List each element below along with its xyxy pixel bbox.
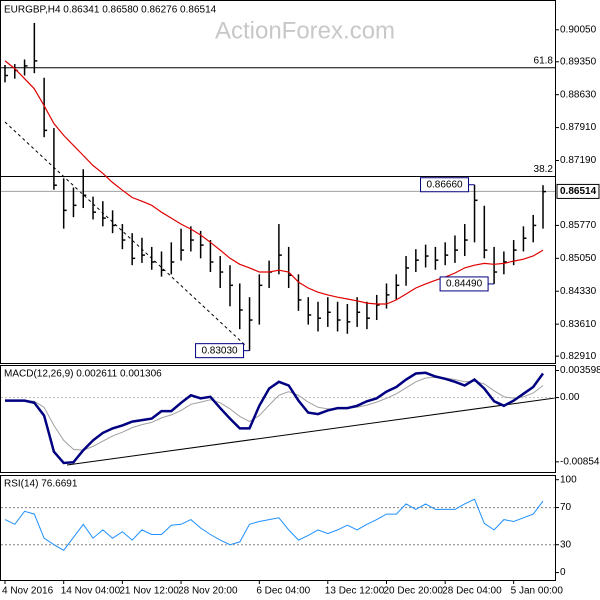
y-tick-label: 100 [560, 474, 577, 485]
y-tick-label: 0.003598 [560, 365, 600, 376]
annotation-box [195, 343, 245, 359]
y-tick-label: 0.85770 [560, 220, 597, 231]
macd-trend-line [66, 397, 556, 466]
annotation-box [439, 276, 489, 292]
x-tick-label: 28 Nov 20:00 [178, 586, 238, 597]
main-panel-frame [0, 0, 556, 364]
y-tick-label: 0.82910 [560, 351, 597, 362]
y-tick-label: 0.87910 [560, 122, 597, 133]
y-tick-label: 0.90050 [560, 24, 597, 35]
y-tick-label: 0.87190 [560, 155, 597, 166]
annotation-label: 0.83030 [201, 345, 238, 356]
fib-level-label: 38.2 [534, 164, 554, 175]
rsi-title: RSI(14) 76.6691 [4, 479, 78, 490]
y-tick-label: 30 [560, 539, 572, 550]
x-tick-label: 21 Nov 12:00 [119, 586, 179, 597]
y-tick-label: 0.00 [560, 392, 580, 403]
annotation-box [420, 177, 470, 193]
y-tick-label: 0.85050 [560, 253, 597, 264]
x-tick-label: 5 Jan 00:00 [511, 586, 564, 597]
rsi-panel-frame [0, 475, 556, 581]
trend-line [4, 121, 246, 346]
y-tick-label: 70 [560, 502, 572, 513]
annotation-label: 0.84490 [446, 279, 483, 290]
y-tick-label: 0.88630 [560, 89, 597, 100]
y-tick-label: 0.84330 [560, 286, 597, 297]
y-tick-label: -0.008548 [560, 456, 600, 467]
x-tick-label: 4 Nov 2016 [2, 586, 54, 597]
macd-title: MACD(12,26,9) 0.002611 0.001306 [4, 369, 162, 380]
fib-level-label: 61.8 [534, 55, 554, 66]
x-tick-label: 6 Dec 04:00 [256, 586, 310, 597]
signal-line [4, 376, 544, 451]
watermark: ActionForex.com [215, 17, 395, 44]
rsi-line [4, 498, 544, 551]
annotation-label: 0.86660 [426, 179, 463, 190]
y-tick-label: 0.89350 [560, 56, 597, 67]
main-title: EURGBP,H4 0.86341 0.86580 0.86276 0.8651… [4, 5, 217, 16]
macd-line [5, 371, 545, 465]
x-tick-label: 28 Dec 04:00 [442, 586, 502, 597]
moving-average [4, 60, 544, 305]
x-tick-label: 13 Dec 12:00 [325, 586, 385, 597]
x-tick-label: 20 Dec 20:00 [383, 586, 443, 597]
last-price-box [556, 183, 600, 199]
y-tick-label: 0 [560, 567, 566, 578]
x-tick-label: 14 Nov 04:00 [61, 586, 121, 597]
y-tick-label: 0.83610 [560, 319, 597, 330]
last-price-label: 0.86514 [560, 186, 597, 197]
macd-panel-frame [0, 365, 556, 473]
